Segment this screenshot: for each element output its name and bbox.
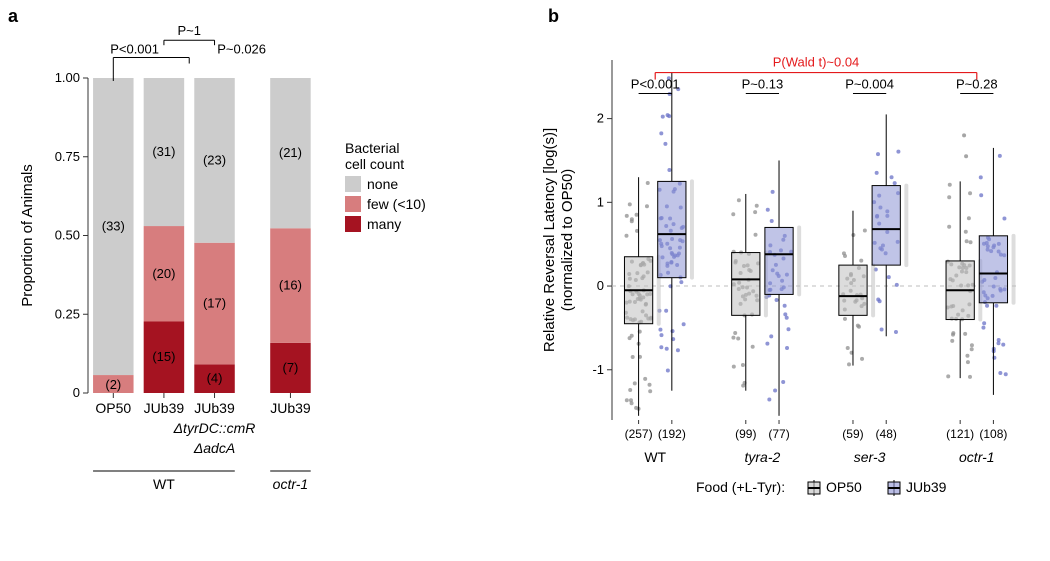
panel-a-chart: 0 0.25 0.50 0.75 1.00 Proportion of Animals (2… bbox=[10, 10, 530, 550]
svg-text:JUb39: JUb39 bbox=[270, 400, 311, 416]
svg-text:(257): (257) bbox=[625, 427, 653, 441]
legend-a-swatch-few bbox=[345, 196, 361, 212]
svg-text:P<0.001: P<0.001 bbox=[110, 42, 159, 57]
legend-a-item-none: none bbox=[345, 176, 426, 192]
svg-text:P~0.13: P~0.13 bbox=[742, 76, 784, 91]
legend-a-title-line2: cell count bbox=[345, 156, 426, 172]
svg-text:(16): (16) bbox=[279, 278, 302, 293]
svg-text:(17): (17) bbox=[203, 296, 226, 311]
legend-a-item-few: few (<10) bbox=[345, 196, 426, 212]
legend-a-item-many: many bbox=[345, 216, 426, 232]
svg-text:(15): (15) bbox=[152, 349, 175, 364]
legend-a-swatch-many bbox=[345, 216, 361, 232]
svg-text:OP50: OP50 bbox=[95, 400, 131, 416]
panel-a-legend: Bacterial cell count none few (<10) many bbox=[345, 140, 426, 232]
svg-text:(48): (48) bbox=[876, 427, 897, 441]
svg-text:(2): (2) bbox=[105, 377, 121, 392]
svg-text:tyra-2: tyra-2 bbox=[745, 449, 781, 465]
svg-text:1: 1 bbox=[597, 194, 604, 209]
svg-text:2: 2 bbox=[597, 111, 604, 126]
svg-text:0.25: 0.25 bbox=[55, 306, 80, 321]
svg-text:(20): (20) bbox=[152, 266, 175, 281]
panel-b-chart: -1 0 1 2 Relative Reversal Latency [log(s)](… bbox=[540, 8, 1050, 553]
svg-text:(192): (192) bbox=[658, 427, 686, 441]
svg-text:ser-3: ser-3 bbox=[854, 449, 886, 465]
figure-root: a b 00.250.500.751.00Proportion of Anima… bbox=[0, 0, 1050, 561]
svg-text:JUb39: JUb39 bbox=[906, 479, 947, 495]
svg-text:OP50: OP50 bbox=[826, 479, 862, 495]
svg-text:P~0.004: P~0.004 bbox=[845, 76, 894, 91]
legend-a-title-line1: Bacterial bbox=[345, 140, 426, 156]
svg-text:WT: WT bbox=[644, 449, 666, 465]
svg-text:1.00: 1.00 bbox=[55, 70, 80, 85]
svg-text:0: 0 bbox=[597, 278, 604, 293]
svg-text:(99): (99) bbox=[735, 427, 756, 441]
svg-text:octr-1: octr-1 bbox=[959, 449, 995, 465]
svg-text:(33): (33) bbox=[102, 219, 125, 234]
svg-text:octr-1: octr-1 bbox=[273, 476, 309, 492]
svg-text:JUb39: JUb39 bbox=[144, 400, 185, 416]
svg-text:(31): (31) bbox=[152, 144, 175, 159]
svg-text:P~1: P~1 bbox=[177, 23, 201, 38]
legend-a-swatch-none bbox=[345, 176, 361, 192]
svg-text:P~0.026: P~0.026 bbox=[217, 42, 266, 57]
svg-text:(21): (21) bbox=[279, 145, 302, 160]
legend-a-label-few: few (<10) bbox=[367, 196, 426, 212]
svg-text:(7): (7) bbox=[283, 360, 299, 375]
svg-text:Food (+L-Tyr):: Food (+L-Tyr): bbox=[696, 479, 785, 495]
svg-text:0.50: 0.50 bbox=[55, 228, 80, 243]
svg-text:ΔtyrDC::cmR: ΔtyrDC::cmR bbox=[173, 420, 256, 436]
svg-text:(108): (108) bbox=[979, 427, 1007, 441]
svg-text:0: 0 bbox=[73, 385, 80, 400]
svg-text:Proportion of Animals: Proportion of Animals bbox=[19, 164, 36, 307]
svg-text:Relative Reversal Latency [log: Relative Reversal Latency [log(s)](norma… bbox=[541, 128, 576, 352]
svg-text:0.75: 0.75 bbox=[55, 149, 80, 164]
svg-text:(23): (23) bbox=[203, 152, 226, 167]
svg-text:(77): (77) bbox=[768, 427, 789, 441]
svg-text:JUb39: JUb39 bbox=[194, 400, 235, 416]
svg-text:(59): (59) bbox=[842, 427, 863, 441]
svg-text:(121): (121) bbox=[946, 427, 974, 441]
legend-a-label-none: none bbox=[367, 176, 398, 192]
svg-text:P(Wald t)~0.04: P(Wald t)~0.04 bbox=[773, 55, 860, 70]
legend-a-label-many: many bbox=[367, 216, 401, 232]
svg-text:(4): (4) bbox=[207, 371, 223, 386]
svg-text:ΔadcA: ΔadcA bbox=[193, 440, 235, 456]
svg-text:-1: -1 bbox=[592, 362, 604, 377]
svg-text:WT: WT bbox=[153, 476, 175, 492]
